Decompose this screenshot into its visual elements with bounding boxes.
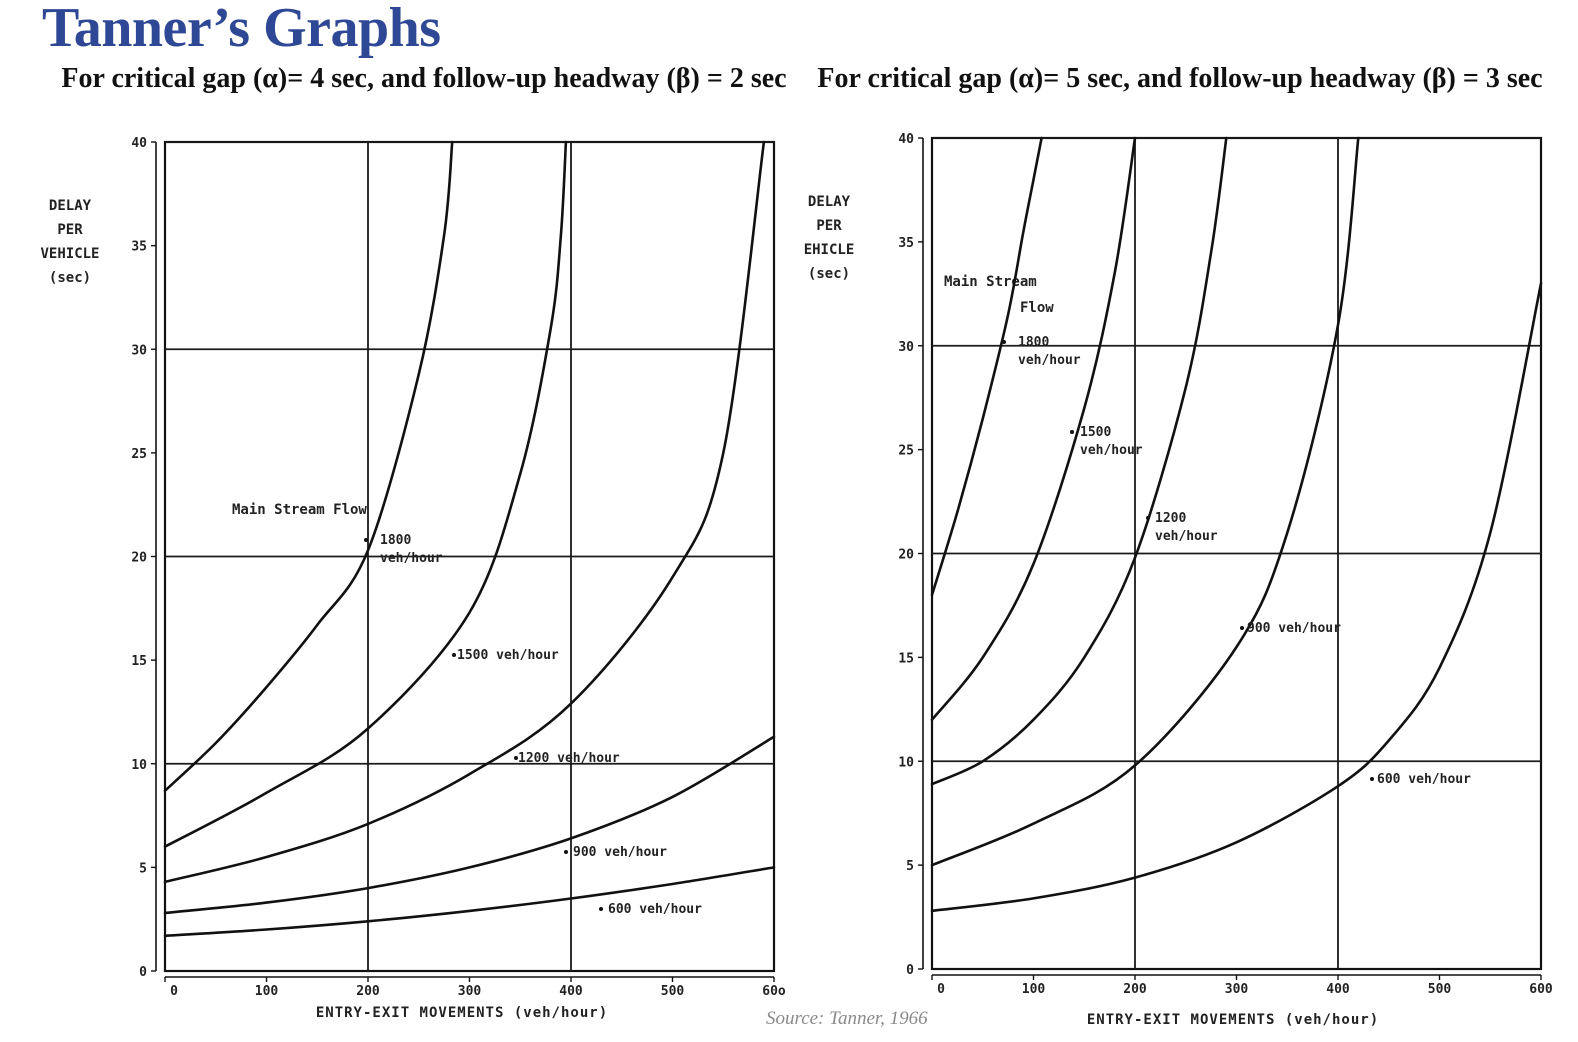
chart1-series-marker — [514, 756, 518, 760]
chart1-y-tick-label: 40 — [131, 136, 147, 151]
chart2-y-axis-label: PER — [816, 218, 842, 234]
chart2-y-axis-label: (sec) — [808, 266, 850, 282]
chart2-series-marker — [1240, 626, 1244, 630]
chart1-y-tick-label: 5 — [139, 861, 147, 876]
chart1-series-heading: Main Stream Flow — [232, 502, 367, 518]
chart2-series-heading: Main Stream — [944, 274, 1037, 290]
chart1-y-tick-label: 15 — [131, 654, 147, 669]
chart1-y-axis-label: VEHICLE — [40, 246, 99, 262]
chart1-series-label: 900 veh/hour — [573, 845, 667, 860]
chart1-x-tick-label: 0 — [170, 984, 178, 999]
chart2-series-line-1500 — [930, 136, 1137, 721]
chart2-y-tick-label: 20 — [898, 548, 914, 563]
chart2-series-label: veh/hour — [1155, 529, 1218, 544]
chart2-series-marker — [1070, 430, 1074, 434]
chart1-series-line-1500 — [163, 140, 568, 848]
chart1-series-line-900 — [163, 735, 776, 915]
chart2-series-label: 1200 — [1155, 511, 1186, 526]
chart1-y-axis-label: DELAY — [49, 198, 92, 214]
chart2-y-axis-label: DELAY — [808, 194, 851, 210]
chart2-y-tick-label: 15 — [898, 651, 914, 666]
chart2-y-tick-label: 40 — [898, 132, 914, 147]
chart2-y-tick-label: 35 — [898, 236, 914, 251]
chart2-series-label: veh/hour — [1018, 353, 1081, 368]
chart1-series-label: veh/hour — [380, 551, 443, 566]
chart1-y-tick-label: 10 — [131, 758, 147, 773]
chart1-x-tick-label: 200 — [356, 984, 380, 999]
chart2-series-marker — [1002, 340, 1006, 344]
chart1-x-axis-label: ENTRY-EXIT MOVEMENTS (veh/hour) — [316, 1005, 608, 1021]
chart1-y-tick-label: 20 — [131, 551, 147, 566]
chart1-series-line-600 — [163, 866, 776, 938]
chart1-series-line-1800 — [163, 140, 454, 792]
chart2-y-tick-label: 0 — [906, 963, 914, 978]
chart2-x-axis-label: ENTRY-EXIT MOVEMENTS (veh/hour) — [1087, 1012, 1379, 1028]
chart1-x-tick-label: 100 — [255, 984, 279, 999]
chart2-y-tick-label: 10 — [898, 755, 914, 770]
chart1-series-marker — [364, 538, 368, 542]
chart1-y-tick-label: 0 — [139, 965, 147, 980]
chart1-y-tick-label: 35 — [131, 240, 147, 255]
chart2-y-tick-label: 5 — [906, 859, 914, 874]
chart1-x-tick-label: 300 — [458, 984, 482, 999]
chart1-series-label: 1800 — [380, 533, 411, 548]
source-note: Source: Tanner, 1966 — [766, 1008, 928, 1029]
chart1-y-axis-label: (sec) — [49, 270, 91, 286]
chart1-x-tick-label: 500 — [661, 984, 685, 999]
chart2-x-tick-label: 200 — [1123, 982, 1147, 997]
chart1-y-tick-label: 30 — [131, 343, 147, 358]
chart1-series-label: 1200 veh/hour — [518, 751, 620, 766]
chart1-y-tick-label: 25 — [131, 447, 147, 462]
chart2-series-label: 900 veh/hour — [1247, 621, 1341, 636]
chart2-x-tick-label: 300 — [1225, 982, 1249, 997]
chart2-series-label: 1800 — [1018, 335, 1049, 350]
chart2-y-tick-label: 25 — [898, 444, 914, 459]
chart2-series-heading: Flow — [1020, 300, 1054, 316]
chart2-series-label: 600 veh/hour — [1377, 772, 1471, 787]
page-title: Tanner’s Graphs — [42, 0, 441, 59]
chart2-x-tick-label: 400 — [1326, 982, 1350, 997]
chart-title-left: For critical gap (α)= 4 sec, and follow-… — [61, 63, 787, 94]
chart1-y-axis-label: PER — [57, 222, 83, 238]
chart2-x-tick-label: 600 — [1529, 982, 1553, 997]
chart2-x-tick-label: 0 — [937, 982, 945, 997]
chart2-x-tick-label: 500 — [1428, 982, 1452, 997]
chart2-series-marker — [1146, 516, 1150, 520]
chart2-series-line-900 — [930, 136, 1360, 867]
chart2-series-label: veh/hour — [1080, 443, 1143, 458]
chart2-x-tick-label: 100 — [1022, 982, 1046, 997]
chart1-series-marker — [599, 907, 603, 911]
chart1-series-label: 1500 veh/hour — [457, 648, 559, 663]
chart2-series-marker — [1370, 777, 1374, 781]
chart1-series-label: 600 veh/hour — [608, 902, 702, 917]
chart2-series-label: 1500 — [1080, 425, 1111, 440]
chart-title-right: For critical gap (α)= 5 sec, and follow-… — [817, 63, 1543, 94]
chart2-y-axis-label: EHICLE — [804, 242, 855, 258]
chart1-series-marker — [452, 653, 456, 657]
chart1-x-tick-label: 60o — [762, 984, 786, 999]
chart1-series-marker — [564, 850, 568, 854]
chart1-series-line-1200 — [163, 140, 766, 884]
chart2-series-line-1200 — [930, 136, 1228, 786]
chart2-series-line-600 — [930, 282, 1543, 913]
chart2-y-tick-label: 30 — [898, 340, 914, 355]
chart1-x-tick-label: 400 — [559, 984, 583, 999]
chart2-series-line-1800 — [930, 136, 1043, 597]
